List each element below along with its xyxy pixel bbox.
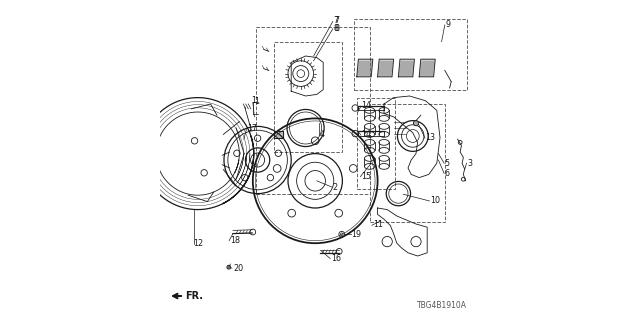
Text: 14: 14 — [362, 130, 372, 139]
Text: 13: 13 — [426, 133, 436, 142]
Text: 1: 1 — [251, 96, 256, 105]
Bar — [274, 131, 283, 138]
Bar — [274, 131, 283, 138]
Text: 19: 19 — [351, 230, 362, 239]
Text: 7: 7 — [334, 16, 340, 25]
Text: 8: 8 — [333, 24, 339, 33]
Bar — [274, 42, 342, 152]
Text: 7: 7 — [333, 16, 339, 25]
Bar — [256, 27, 370, 194]
Text: 9: 9 — [445, 20, 451, 29]
Text: TBG4B1910A: TBG4B1910A — [417, 301, 467, 310]
Polygon shape — [379, 61, 392, 75]
Bar — [357, 98, 396, 189]
Polygon shape — [398, 59, 415, 77]
Text: 1: 1 — [254, 97, 259, 106]
Text: 16: 16 — [331, 254, 341, 263]
Text: 5: 5 — [445, 159, 450, 168]
Polygon shape — [274, 131, 283, 138]
Text: 6: 6 — [445, 169, 450, 178]
Circle shape — [413, 121, 419, 126]
Polygon shape — [358, 61, 371, 75]
Text: 14: 14 — [362, 101, 372, 110]
Circle shape — [227, 265, 231, 269]
Text: 11: 11 — [372, 220, 383, 229]
Text: 8: 8 — [334, 24, 339, 33]
Polygon shape — [420, 61, 434, 75]
Polygon shape — [419, 59, 435, 77]
Text: 3: 3 — [467, 159, 472, 168]
Text: 12: 12 — [193, 239, 204, 248]
Text: 10: 10 — [430, 196, 440, 205]
Text: 17: 17 — [247, 124, 257, 133]
Bar — [354, 19, 467, 90]
Text: 18: 18 — [230, 236, 240, 245]
Text: 2: 2 — [333, 183, 338, 192]
Text: 15: 15 — [361, 172, 371, 181]
Text: 20: 20 — [233, 264, 243, 273]
Text: FR.: FR. — [186, 291, 204, 301]
Bar — [370, 104, 445, 222]
Polygon shape — [357, 59, 372, 77]
Text: 4: 4 — [320, 130, 325, 139]
Polygon shape — [399, 61, 413, 75]
Polygon shape — [378, 59, 394, 77]
